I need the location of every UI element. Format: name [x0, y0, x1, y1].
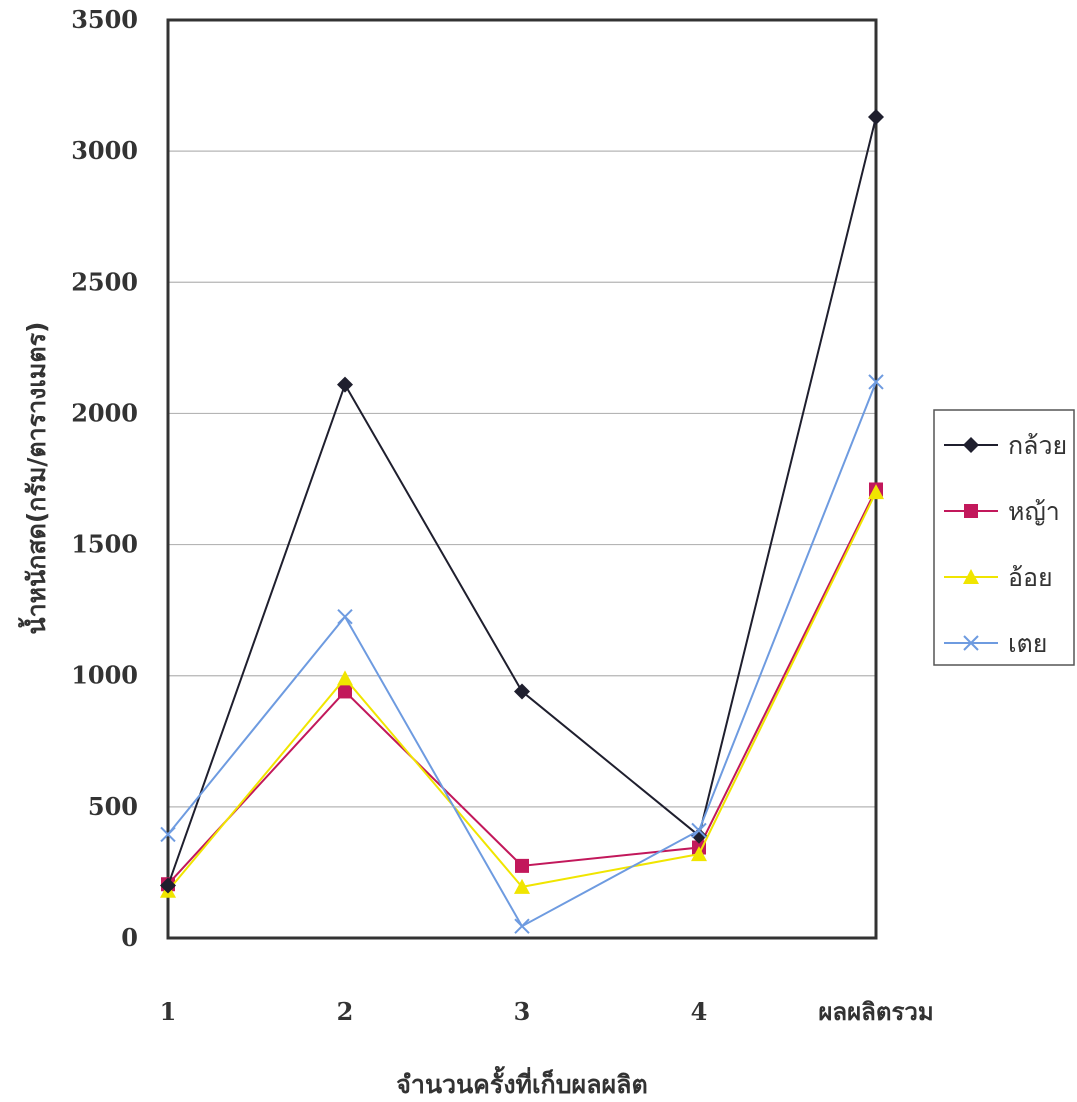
series-1	[160, 109, 884, 894]
legend-item: กล้วย	[944, 431, 1067, 460]
y-tick-label: 3000	[71, 136, 138, 165]
y-tick-label: 0	[121, 923, 138, 952]
data-point	[691, 822, 707, 839]
y-tick-label: 1500	[71, 530, 138, 559]
legend-item: เตย	[944, 629, 1047, 658]
data-point	[868, 484, 884, 500]
legend-marker	[963, 437, 979, 453]
data-point	[337, 670, 353, 686]
y-tick-label: 500	[88, 792, 138, 821]
series-group	[160, 109, 884, 934]
x-tick-label: ผลผลิตรวม	[818, 997, 933, 1026]
legend-marker	[963, 569, 979, 584]
x-tick-label: 4	[691, 997, 708, 1026]
y-tick-label: 2500	[71, 267, 138, 296]
data-point	[515, 858, 529, 873]
data-point	[514, 683, 530, 700]
x-axis-title: จำนวนครั้งที่เก็บผลผลิต	[396, 1065, 647, 1099]
data-point	[160, 877, 176, 894]
x-tick-label: 3	[514, 997, 531, 1026]
legend-marker	[963, 635, 979, 651]
x-marker-stroke	[868, 374, 884, 390]
legend-box	[933, 409, 1075, 666]
x-marker-stroke	[337, 608, 353, 625]
x-marker-stroke	[514, 918, 530, 934]
y-tick-label: 2000	[71, 398, 138, 427]
legend-label: หญ้า	[1008, 497, 1060, 526]
y-axis-title: น้ำหนักสด(กรัม/ตารางเมตร)	[17, 322, 51, 635]
data-point	[514, 918, 530, 934]
legend-label: อ้อย	[1008, 563, 1053, 592]
x-tick-label: 1	[160, 997, 177, 1026]
legend-item: หญ้า	[944, 497, 1060, 526]
data-point	[160, 826, 176, 843]
x-tick-label: 2	[337, 997, 354, 1026]
gridlines	[168, 150, 876, 808]
data-point	[514, 878, 530, 894]
legend-label: เตย	[1008, 629, 1047, 658]
legend-marker	[964, 504, 978, 518]
series-line	[167, 116, 877, 886]
x-marker-stroke	[691, 822, 707, 839]
x-axis-ticks: 1 2 3 4 ผลผลิตรวม	[160, 997, 934, 1026]
x-marker-stroke	[963, 635, 979, 651]
legend-label: กล้วย	[1008, 431, 1067, 460]
data-point	[338, 684, 352, 699]
series-4	[160, 374, 884, 934]
series-line	[167, 381, 877, 928]
data-point	[691, 846, 707, 862]
data-point	[337, 376, 353, 393]
plot-area-frame	[166, 18, 878, 940]
y-tick-label: 1000	[71, 661, 138, 690]
legend-item: อ้อย	[944, 563, 1053, 592]
y-axis-ticks: 0 500 1000 1500 2000 2500 3000 3500	[71, 5, 138, 952]
data-point	[868, 109, 884, 126]
y-tick-label: 3500	[71, 5, 138, 34]
x-marker-stroke	[160, 826, 176, 843]
data-point	[337, 608, 353, 625]
data-point	[868, 374, 884, 390]
